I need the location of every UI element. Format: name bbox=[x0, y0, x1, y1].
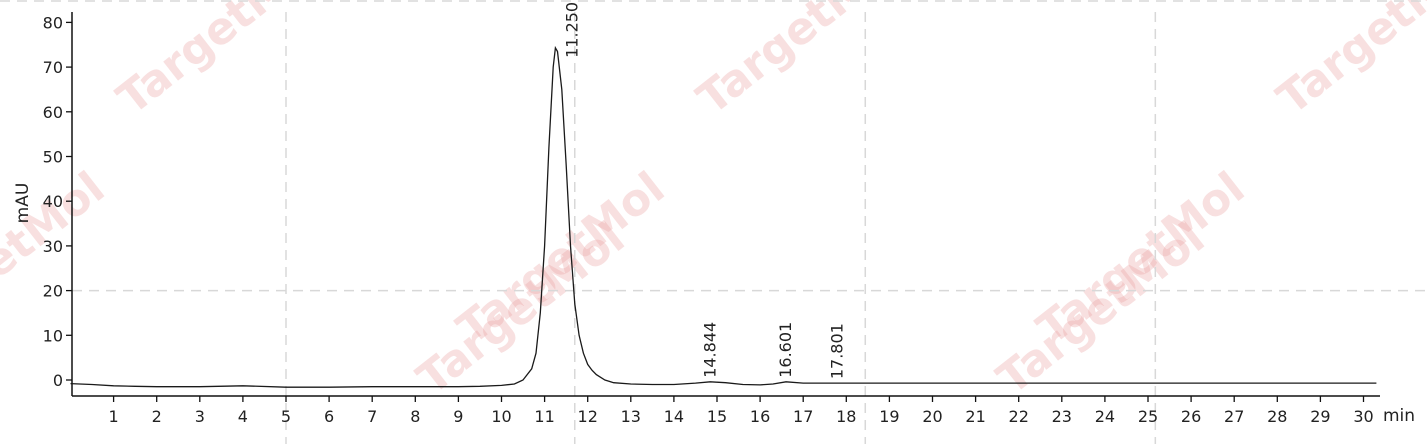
x-tick-label: 8 bbox=[410, 407, 420, 426]
peak-label: 17.801 bbox=[828, 323, 847, 379]
x-tick-label: 6 bbox=[324, 407, 334, 426]
x-tick-label: 26 bbox=[1181, 407, 1201, 426]
x-tick-label: 13 bbox=[621, 407, 641, 426]
x-tick-label: 29 bbox=[1310, 407, 1330, 426]
x-tick-label: 4 bbox=[238, 407, 248, 426]
watermark-text: TargetMol bbox=[448, 162, 674, 354]
y-tick-label: 30 bbox=[43, 237, 63, 256]
x-tick-label: 16 bbox=[750, 407, 770, 426]
peak-label: 14.844 bbox=[700, 322, 719, 378]
x-tick-label: 25 bbox=[1138, 407, 1158, 426]
x-tick-label: 20 bbox=[922, 407, 942, 426]
watermark-text: TargetMol bbox=[108, 0, 334, 125]
x-axis-label: min bbox=[1383, 406, 1415, 426]
x-tick-label: 21 bbox=[965, 407, 985, 426]
x-tick-label: 18 bbox=[836, 407, 856, 426]
y-axis-label: mAU bbox=[13, 183, 33, 224]
chromatogram-trace bbox=[70, 45, 1377, 388]
peak-label: 11.250 bbox=[562, 2, 581, 58]
y-tick-label: 70 bbox=[43, 58, 63, 77]
x-tick-label: 15 bbox=[707, 407, 727, 426]
y-tick-label: 10 bbox=[43, 326, 63, 345]
y-tick-label: 40 bbox=[43, 192, 63, 211]
x-tick-label: 7 bbox=[367, 407, 377, 426]
x-tick-label: 10 bbox=[491, 407, 511, 426]
watermark-text: TargetMol bbox=[1028, 162, 1254, 354]
x-tick-label: 2 bbox=[152, 407, 162, 426]
y-axis-ticks: 0 10 20 30 40 50 60 70 80 bbox=[43, 13, 72, 390]
peak-label: 16.601 bbox=[776, 322, 795, 378]
x-tick-label: 17 bbox=[793, 407, 813, 426]
y-tick-label: 0 bbox=[53, 371, 63, 390]
y-tick-label: 60 bbox=[43, 103, 63, 122]
x-tick-label: 3 bbox=[195, 407, 205, 426]
x-tick-label: 1 bbox=[109, 407, 119, 426]
peak-labels: 11.250 14.844 16.601 17.801 bbox=[562, 2, 846, 379]
y-tick-label: 20 bbox=[43, 282, 63, 301]
x-tick-label: 23 bbox=[1052, 407, 1072, 426]
axes bbox=[71, 12, 1380, 397]
watermark-text: TargetMol bbox=[1268, 0, 1427, 125]
watermark-text: TargetMol bbox=[688, 0, 914, 125]
x-tick-label: 28 bbox=[1267, 407, 1287, 426]
x-tick-label: 19 bbox=[879, 407, 899, 426]
x-axis-ticks: 1 2 3 4 5 6 7 8 9 10 11 12 13 14 15 16 17 18 19 20 21 22 23 24 2… bbox=[109, 396, 1374, 426]
x-tick-label: 22 bbox=[1009, 407, 1029, 426]
y-tick-label: 50 bbox=[43, 148, 63, 167]
y-tick-label: 80 bbox=[43, 13, 63, 32]
x-tick-label: 12 bbox=[578, 407, 598, 426]
x-tick-label: 14 bbox=[664, 407, 684, 426]
x-tick-label: 9 bbox=[453, 407, 463, 426]
x-tick-label: 24 bbox=[1095, 407, 1115, 426]
x-tick-label: 11 bbox=[534, 407, 554, 426]
x-tick-label: 27 bbox=[1224, 407, 1244, 426]
x-tick-label: 30 bbox=[1353, 407, 1373, 426]
x-tick-label: 5 bbox=[281, 407, 291, 426]
